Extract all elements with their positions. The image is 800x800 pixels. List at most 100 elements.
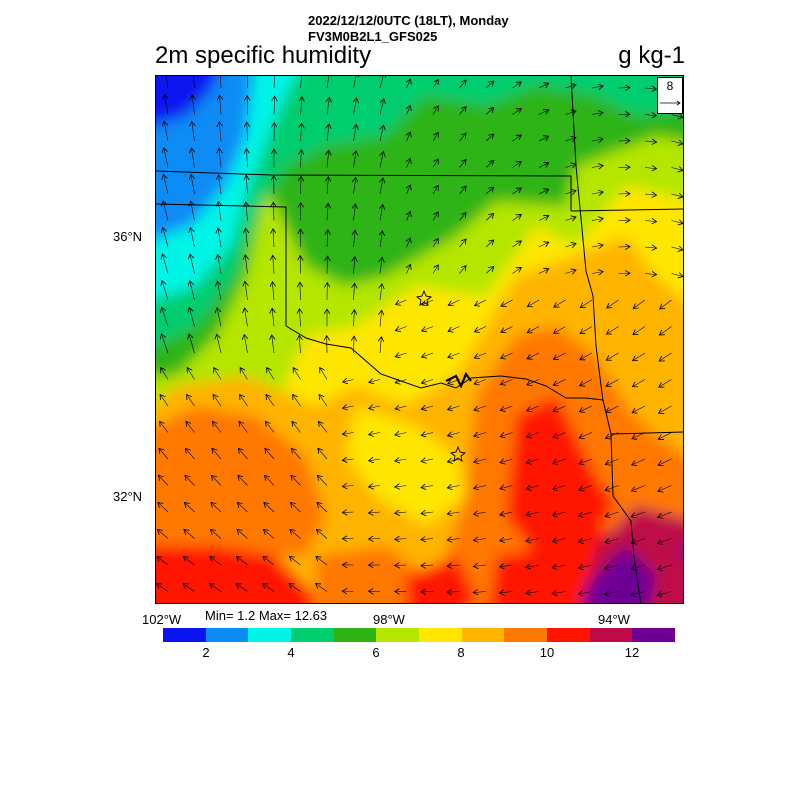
wind-arrow-icon: [579, 405, 593, 412]
wind-arrow-icon: [554, 326, 566, 334]
wind-arrow-icon: [527, 379, 540, 385]
wind-arrow-icon: [459, 239, 467, 248]
city-star-oklahoma-city: [415, 289, 433, 307]
wind-arrow-icon: [526, 512, 540, 515]
wind-arrow-icon: [447, 512, 460, 514]
wind-arrow-icon: [189, 334, 195, 354]
wind-arrow-icon: [190, 228, 195, 248]
state-boundaries: [156, 76, 683, 603]
wind-arrow-icon: [633, 352, 646, 361]
wind-arrow-icon: [459, 186, 467, 195]
wind-arrow-icon: [474, 459, 487, 462]
wind-arrow-icon: [395, 353, 407, 357]
wind-arrow-icon: [606, 379, 619, 387]
wind-arrow-icon: [369, 380, 381, 383]
wind-arrow-icon: [553, 352, 566, 359]
wind-arrow-icon: [210, 557, 222, 566]
wind-arrow-icon: [459, 213, 467, 221]
wind-arrow-icon: [501, 299, 513, 306]
wind-arrow-icon: [240, 368, 248, 380]
wind-arrow-icon: [354, 76, 358, 89]
wind-arrow-icon: [501, 352, 513, 358]
wind-arrow-icon: [432, 238, 438, 248]
wind-arrow-icon: [301, 97, 303, 115]
wind-arrow-icon: [605, 538, 619, 543]
wind-arrow-icon: [527, 299, 540, 307]
wind-arrow-icon: [538, 163, 549, 168]
wind-arrow-icon: [631, 511, 646, 517]
wind-arrow-icon: [395, 459, 407, 461]
wind-arrow-icon: [421, 486, 434, 488]
wind-arrow-icon: [485, 214, 494, 221]
wind-arrow-icon: [633, 326, 646, 335]
wind-arrow-icon: [164, 95, 169, 115]
wind-arrow-icon: [240, 395, 248, 407]
units-label: g kg-1: [618, 42, 685, 69]
wind-arrow-icon: [354, 177, 356, 195]
wind-arrow-icon: [218, 201, 221, 221]
wind-arrow-icon: [317, 475, 328, 486]
wind-arrow-icon: [632, 485, 646, 491]
colorbar-swatch: [205, 628, 249, 642]
wind-arrow-icon: [238, 475, 248, 486]
colorbar-swatch: [419, 628, 463, 642]
wind-arrow-icon: [432, 212, 438, 221]
wind-arrow-icon: [565, 270, 577, 274]
wind-arrow-icon: [289, 557, 301, 566]
wind-arrow-icon: [671, 247, 683, 250]
humidity-map: [155, 75, 684, 604]
wind-arrow-icon: [459, 266, 467, 274]
wind-arrow-icon: [459, 160, 467, 168]
wind-arrow-icon: [211, 502, 222, 513]
wind-arrow-icon: [421, 380, 434, 384]
wind-arrow-icon: [300, 76, 303, 89]
reference-arrow-icon: [660, 100, 681, 106]
colorbar-label-6: 6: [372, 645, 380, 660]
wind-arrow-icon: [213, 421, 222, 433]
wind-arrow-icon: [164, 121, 169, 142]
wind-arrow-icon: [247, 149, 248, 168]
wind-arrow-icon: [632, 379, 646, 387]
wind-arrow-icon: [192, 76, 195, 89]
wind-arrow-icon: [369, 433, 381, 435]
wind-arrow-icon: [369, 406, 381, 409]
colorbar-label-12: 12: [624, 645, 640, 660]
wind-arrow-icon: [459, 80, 467, 89]
colorbar-swatch: [163, 628, 207, 642]
wind-arrow-icon: [459, 133, 467, 142]
wind-arrow-icon: [273, 76, 275, 89]
wind-arrow-icon: [512, 109, 522, 115]
wind-arrow-icon: [474, 486, 487, 489]
wind-arrow-icon: [244, 335, 247, 354]
wind-arrow-icon: [245, 255, 247, 274]
wind-arrow-icon: [237, 529, 248, 539]
wind-arrow-icon: [422, 326, 434, 332]
wind-arrow-icon: [236, 557, 248, 566]
wind-arrow-icon: [343, 380, 354, 383]
wind-arrow-icon: [369, 512, 381, 513]
wind-arrow-icon: [327, 124, 329, 142]
wind-arrow-icon: [538, 189, 549, 195]
wind-arrow-icon: [219, 148, 221, 168]
wind-arrow-icon: [407, 158, 411, 168]
wind-arrow-icon: [485, 187, 494, 195]
wind-arrow-icon: [500, 512, 513, 515]
wind-arrow-icon: [318, 448, 328, 460]
wind-arrow-icon: [474, 512, 487, 514]
wind-arrow-icon: [191, 148, 194, 168]
wind-arrow-icon: [447, 592, 460, 593]
wind-arrow-icon: [157, 529, 169, 539]
wind-arrow-icon: [161, 368, 169, 380]
wind-arrow-icon: [644, 168, 657, 169]
wind-arrow-icon: [160, 421, 169, 433]
wind-arrow-icon: [526, 539, 540, 542]
wind-arrow-icon: [605, 485, 619, 491]
wind-arrow-icon: [218, 228, 221, 248]
wind-arrow-icon: [183, 557, 195, 566]
wind-arrow-icon: [538, 216, 549, 221]
wind-arrow-icon: [157, 557, 169, 566]
wind-arrow-icon: [527, 352, 540, 359]
wind-arrow-icon: [160, 395, 169, 407]
wind-arrow-icon: [432, 265, 438, 274]
wind-arrow-icon: [552, 512, 566, 516]
